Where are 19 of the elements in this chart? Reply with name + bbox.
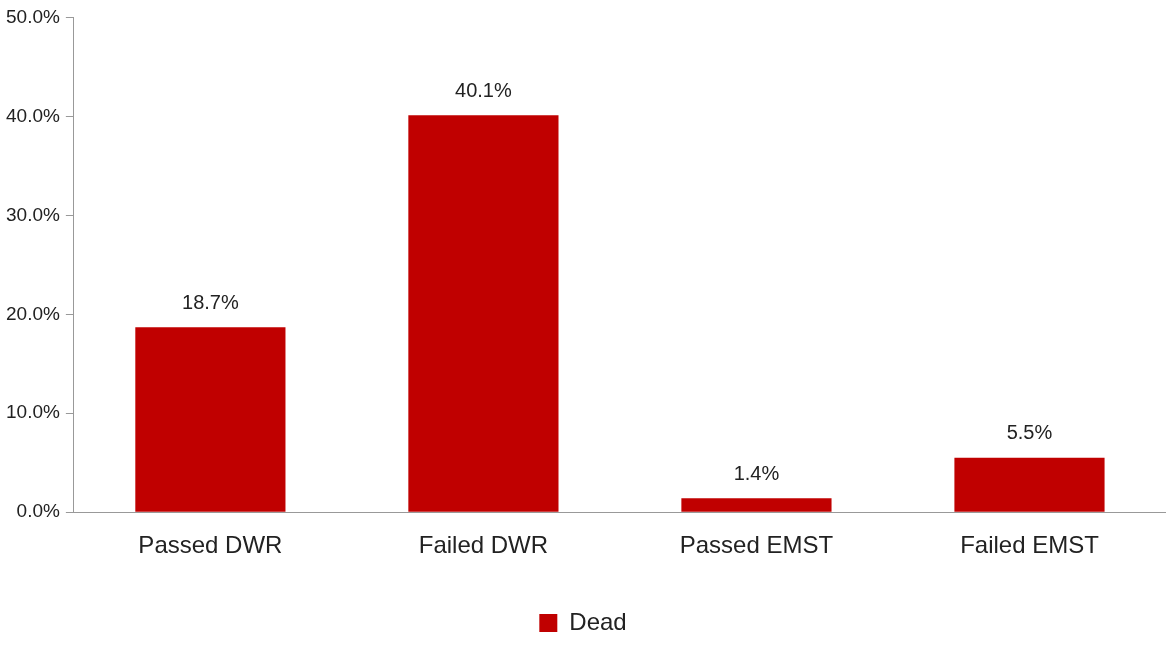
y-tick-label: 10.0% xyxy=(6,401,60,423)
x-tick-label: Failed EMST xyxy=(960,531,1100,559)
data-label: 1.4% xyxy=(733,461,780,484)
y-tick-label: 40.0% xyxy=(6,104,60,126)
x-tick-label: Failed DWR xyxy=(418,531,549,559)
x-tick-label: Passed EMST xyxy=(679,531,834,559)
x-tick-label: Passed DWR xyxy=(138,531,283,559)
y-tick-label: 30.0% xyxy=(6,203,60,225)
bar xyxy=(408,115,559,512)
bar xyxy=(954,457,1105,512)
y-tick-label: 0.0% xyxy=(16,500,60,522)
data-label: 18.7% xyxy=(182,290,239,313)
data-label: 40.1% xyxy=(455,78,512,101)
bar xyxy=(681,498,832,512)
bar xyxy=(135,327,286,512)
y-tick-label: 20.0% xyxy=(6,302,60,324)
legend-label: Dead xyxy=(569,607,627,635)
y-tick-label: 50.0% xyxy=(6,5,60,27)
data-label: 5.5% xyxy=(1006,421,1053,444)
